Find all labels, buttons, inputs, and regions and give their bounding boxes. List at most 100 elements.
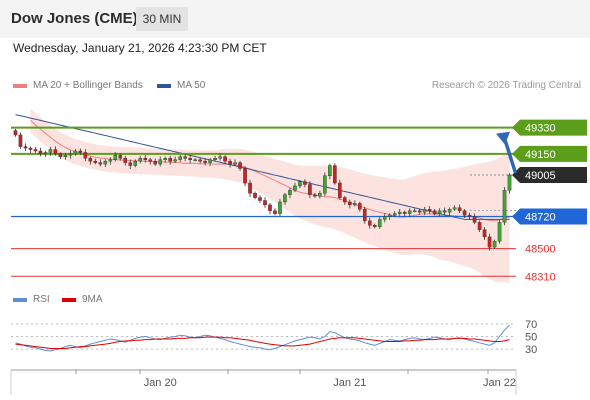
candle-down [313,194,317,197]
candle-up [48,149,53,153]
resistance-label-box [512,145,587,162]
pivot-label-box [512,208,587,225]
candle-up [293,185,297,191]
candle-up [108,159,113,162]
candle-up [283,194,287,203]
candle-down [198,159,202,162]
candle-down [223,156,227,162]
candle-down [268,204,272,211]
candle-up [377,219,382,227]
candle-up [392,213,397,216]
candle-down [442,210,447,213]
candle-up [507,174,512,191]
candle-down [188,158,192,160]
rsi-legend-label: RSI [33,294,50,305]
candle-up [278,201,282,214]
candle-down [487,236,492,248]
candle-up [447,209,452,213]
candle-down [238,162,242,169]
candle-down [273,210,277,214]
candle-down [118,155,123,159]
candle-down [228,160,232,165]
candle-down [472,216,477,223]
candle-up [103,160,108,165]
candle-down [18,134,23,147]
ma20-legend-label: MA 20 + Bollinger Bands [33,80,143,91]
rsi-ma-legend: 9MA [62,294,103,305]
candle-down [78,150,83,153]
ma50-legend: MA 50 [157,80,205,91]
rsi-line [15,324,510,352]
research-credit: Research © 2026 Trading Central [431,80,581,91]
candle-down [53,149,58,155]
candle-down [143,158,148,160]
candle-down [88,158,93,162]
candle-up [208,159,212,163]
candle-down [28,147,33,150]
candle-up [133,160,138,166]
rsi-ma-legend-label: 9MA [82,294,103,305]
candle-up [492,241,497,248]
candle-down [58,153,63,158]
candle-down [83,152,88,159]
candle-down [13,130,18,136]
candle-up [437,210,442,214]
candle-down [348,201,352,206]
x-axis-label: Jan 20 [144,377,177,389]
projection-arrow-head [496,131,510,145]
candle-down [243,168,247,184]
candle-up [113,155,118,160]
candle-down [372,225,377,227]
candle-down [338,182,342,198]
candle-down [38,150,43,155]
candle-down [427,209,432,211]
pivot-label: 48720 [525,212,556,224]
candle-down [402,211,407,214]
candle-down [128,162,133,166]
rsi-swatch [13,297,27,302]
rsi-tick-label: 70 [525,319,537,331]
rsi-legend: RSI [13,294,50,305]
candle-up [138,158,143,162]
candle-up [387,214,392,217]
candle-down [93,160,98,163]
candle-up [502,190,507,223]
candle-down [303,181,307,185]
candle-up [233,162,237,165]
candle-up [68,153,73,156]
candle-up [43,152,48,155]
candle-down [23,146,28,149]
candle-down [253,193,257,198]
candle-down [98,162,103,165]
rsi-tick-label: 50 [525,332,537,344]
instrument-title: Dow Jones (CME) [11,10,138,27]
candle-up [328,165,332,176]
ma20-legend: MA 20 + Bollinger Bands [13,80,143,91]
chart-header: Dow Jones (CME) 30 MIN [0,0,590,38]
candle-down [123,158,128,163]
candle-down [203,160,207,163]
candle-up [193,159,197,161]
candle-down [248,182,252,194]
rsi-ma-swatch [62,297,76,302]
candle-down [33,149,38,152]
candle-up [353,203,357,206]
rsi-ma-line [15,336,510,349]
candle-up [318,193,322,197]
resistance-label: 49150 [525,149,556,161]
resistance-label-box [512,119,587,136]
candle-down [153,160,158,165]
ma50-legend-label: MA 50 [177,80,206,91]
support-label: 48310 [525,271,556,283]
candle-down [467,214,472,217]
candle-down [477,222,482,230]
timeframe-button[interactable]: 30 MIN [136,7,188,31]
candle-up [298,181,302,187]
candle-down [432,210,437,214]
support-label: 48500 [525,244,556,256]
ma20-swatch [13,83,27,88]
candle-up [452,207,457,210]
candle-down [482,229,487,238]
last-price-box [512,167,587,184]
